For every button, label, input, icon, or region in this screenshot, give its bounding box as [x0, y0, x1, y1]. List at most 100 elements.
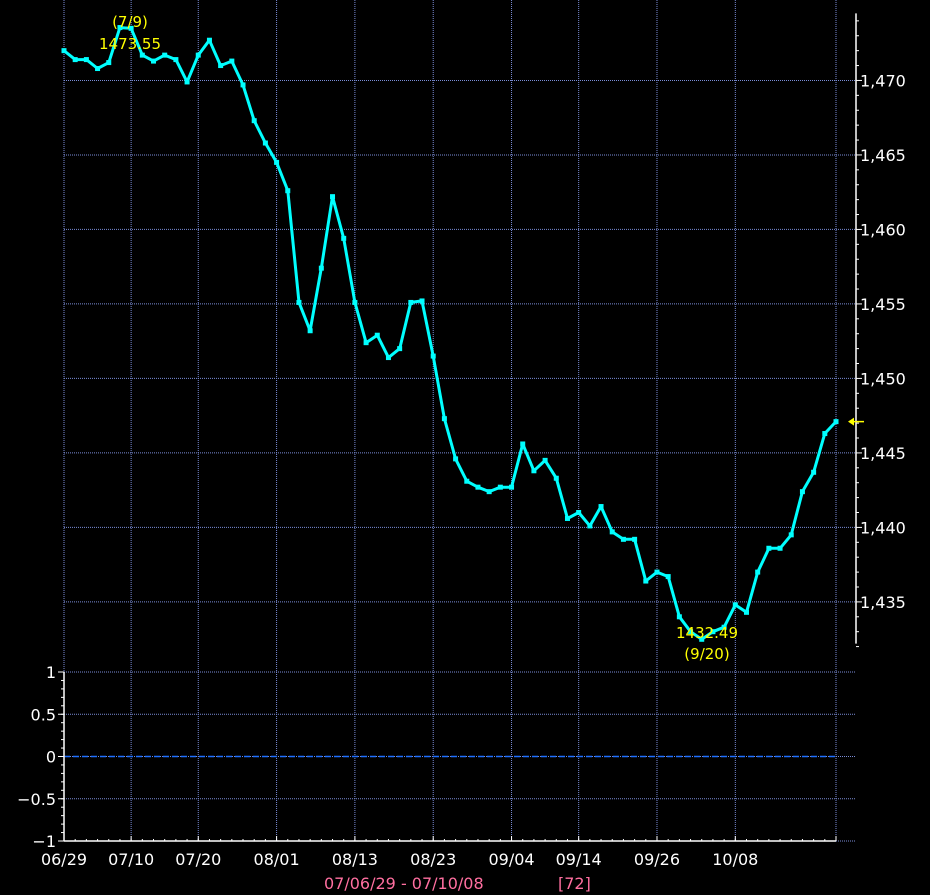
price-point — [330, 194, 336, 200]
price-point — [352, 299, 358, 305]
price-point — [106, 60, 112, 66]
count-label: [72] — [558, 874, 591, 893]
price-point — [475, 484, 481, 490]
price-point — [587, 523, 593, 529]
chart-axes: 1,435 1,440 1,445 1,450 1,455 1,460 1,465 1,470… — [17, 13, 906, 869]
x-tick-label: 09/04 — [488, 850, 534, 869]
main-chart-grid — [63, 0, 856, 841]
price-point — [755, 569, 761, 575]
price-point — [732, 602, 738, 608]
y-tick-label: 1,445 — [860, 444, 906, 463]
price-point — [609, 529, 615, 535]
price-point — [654, 569, 660, 575]
price-point — [766, 545, 772, 551]
price-point — [341, 235, 347, 241]
price-point — [229, 58, 235, 64]
x-tick-label: 08/13 — [332, 850, 378, 869]
date-range-label: 07/06/29 - 07/10/08 — [324, 874, 484, 893]
price-point — [397, 346, 403, 352]
price-point — [576, 510, 582, 516]
price-point — [509, 484, 515, 490]
price-point — [643, 578, 649, 584]
price-point — [788, 532, 794, 538]
price-point — [285, 188, 291, 194]
price-point — [531, 468, 537, 474]
last-price-marker — [848, 417, 854, 426]
price-point — [195, 52, 201, 58]
price-point — [173, 57, 179, 63]
y-tick-label: 1,435 — [860, 593, 906, 612]
price-point — [676, 614, 682, 620]
x-tick-label: 09/26 — [634, 850, 680, 869]
price-point — [811, 469, 817, 475]
y-tick-label: 1,440 — [860, 518, 906, 537]
price-point — [777, 545, 783, 551]
price-point — [139, 52, 145, 58]
price-point — [822, 431, 828, 437]
price-point — [721, 624, 727, 630]
price-point — [598, 504, 604, 510]
x-tick-label: 09/14 — [556, 850, 602, 869]
price-point — [61, 48, 67, 54]
y-tick-label: 1,455 — [860, 295, 906, 314]
x-tick-label: 06/29 — [41, 850, 87, 869]
x-tick-label: 08/23 — [410, 850, 456, 869]
max-value-label: 1473.55 — [99, 35, 161, 53]
price-point — [710, 629, 716, 635]
max-date-label: (7/9) — [112, 13, 148, 31]
x-tick-label: 08/01 — [254, 850, 300, 869]
price-point — [542, 457, 548, 463]
y-tick-label: 1,450 — [860, 369, 906, 388]
price-point — [799, 489, 805, 495]
price-point — [274, 159, 280, 165]
price-point — [408, 299, 414, 305]
sub-chart-grid — [64, 671, 856, 842]
price-point — [699, 636, 705, 642]
x-tick-label: 07/20 — [175, 850, 221, 869]
price-line-layer — [61, 25, 839, 642]
price-point — [307, 328, 313, 334]
price-point — [251, 118, 257, 124]
price-point — [128, 25, 134, 31]
price-point — [218, 63, 224, 69]
sub-y-tick-label: 0 — [46, 748, 56, 767]
annotation-layer: (7/9) 1473.55 1432.49 (9/20) — [99, 13, 738, 663]
sub-y-tick-label: −0.5 — [17, 790, 56, 809]
price-point — [833, 419, 839, 425]
price-point — [665, 574, 671, 580]
price-point — [743, 609, 749, 615]
price-point — [486, 489, 492, 495]
sub-y-tick-label: 1 — [46, 663, 56, 682]
price-point — [553, 475, 559, 481]
price-point — [363, 340, 369, 346]
price-point — [385, 355, 391, 361]
price-point — [419, 298, 425, 304]
price-point — [240, 82, 246, 88]
x-tick-label: 07/10 — [108, 850, 154, 869]
price-point — [453, 456, 459, 462]
price-point — [318, 265, 324, 271]
y-tick-label: 1,470 — [860, 71, 906, 90]
price-point — [688, 629, 694, 635]
price-point — [83, 57, 89, 63]
price-point — [72, 57, 78, 63]
price-point — [520, 441, 526, 447]
price-point — [374, 332, 380, 338]
price-point — [262, 140, 268, 146]
price-point — [296, 299, 302, 305]
price-point — [206, 37, 212, 43]
min-date-label: (9/20) — [684, 645, 729, 663]
y-tick-label: 1,460 — [860, 220, 906, 239]
price-point — [464, 478, 470, 484]
price-point — [184, 79, 190, 85]
price-point — [151, 58, 157, 64]
price-point — [497, 484, 503, 490]
min-value-label: 1432.49 — [676, 624, 738, 642]
price-line — [63, 26, 838, 641]
y-tick-label: 1,465 — [860, 146, 906, 165]
price-point — [564, 515, 570, 521]
price-point — [95, 66, 101, 72]
price-point — [620, 536, 626, 542]
price-point — [632, 536, 638, 542]
price-point — [430, 353, 436, 359]
